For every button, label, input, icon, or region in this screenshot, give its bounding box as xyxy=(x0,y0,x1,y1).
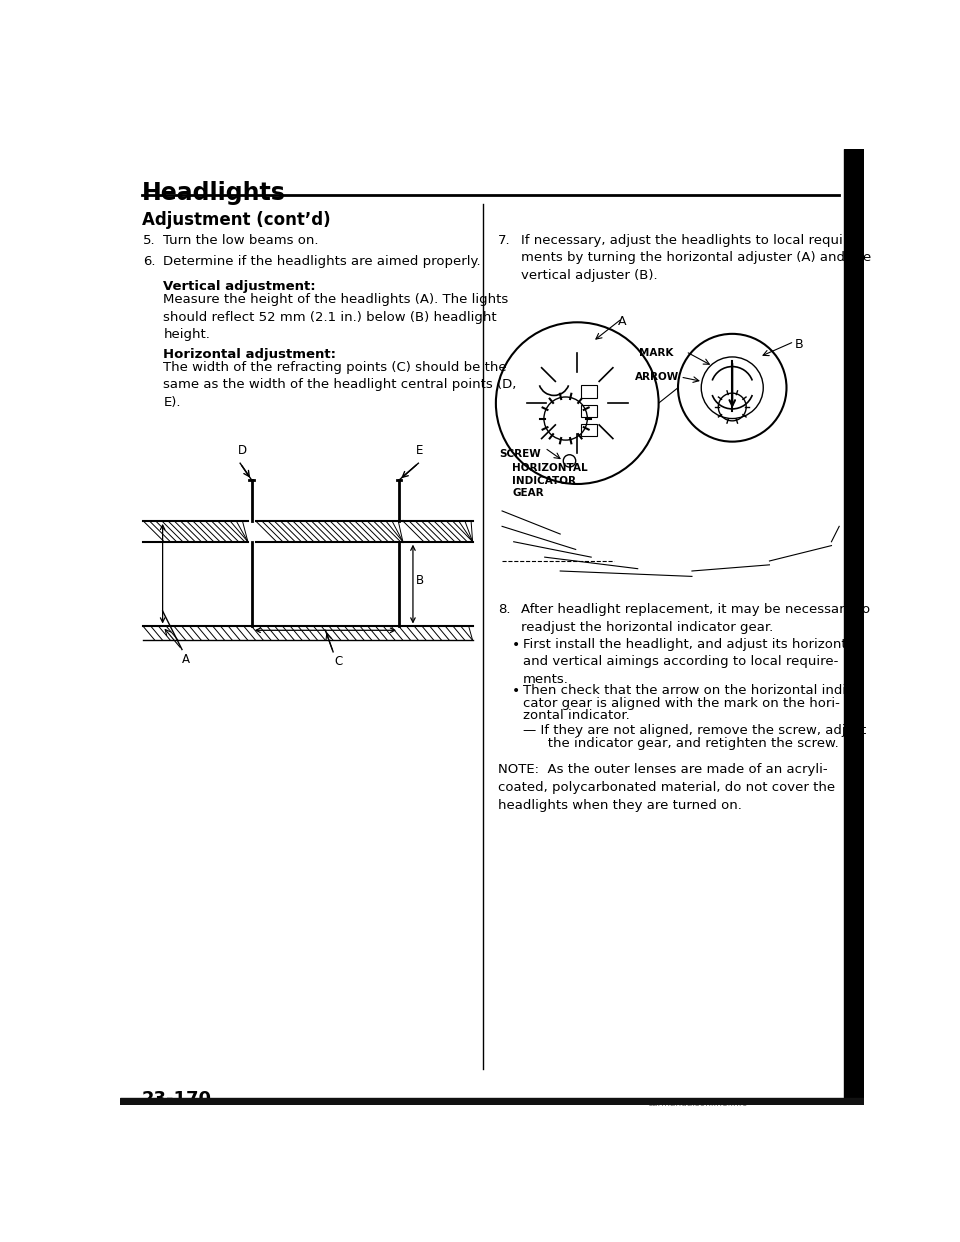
Text: Adjustment (cont’d): Adjustment (cont’d) xyxy=(142,211,330,229)
Text: Turn the low beams on.: Turn the low beams on. xyxy=(163,233,319,247)
Text: After headlight replacement, it may be necessary to
readjust the horizontal indi: After headlight replacement, it may be n… xyxy=(521,604,871,633)
Text: First install the headlight, and adjust its horizontal
and vertical aimings acco: First install the headlight, and adjust … xyxy=(523,638,858,686)
Text: Measure the height of the headlights (A). The lights
should reflect 52 mm (2.1 i: Measure the height of the headlights (A)… xyxy=(163,293,509,342)
Text: ARROW: ARROW xyxy=(636,373,680,383)
Text: — If they are not aligned, remove the screw, adjust: — If they are not aligned, remove the sc… xyxy=(523,724,866,738)
Text: 23-170: 23-170 xyxy=(142,1090,212,1108)
Text: Vertical adjustment:: Vertical adjustment: xyxy=(163,279,316,293)
Text: B: B xyxy=(416,574,424,586)
Text: 7.: 7. xyxy=(498,233,511,247)
Text: Then check that the arrow on the horizontal indi-: Then check that the arrow on the horizon… xyxy=(523,684,851,697)
Text: 8.: 8. xyxy=(498,604,511,616)
Text: Determine if the headlights are aimed properly.: Determine if the headlights are aimed pr… xyxy=(163,256,481,268)
Text: •: • xyxy=(512,638,520,652)
Text: A: A xyxy=(617,314,626,328)
Text: SCREW: SCREW xyxy=(500,450,541,460)
Text: D: D xyxy=(238,445,247,457)
Text: B: B xyxy=(794,338,803,350)
Text: cator gear is aligned with the mark on the hori-: cator gear is aligned with the mark on t… xyxy=(523,697,840,709)
Text: E: E xyxy=(416,445,423,457)
Text: NOTE:  As the outer lenses are made of an acryli-
coated, polycarbonated materia: NOTE: As the outer lenses are made of an… xyxy=(498,764,835,811)
Bar xyxy=(844,149,864,1105)
Text: The width of the refracting points (C) should be the
same as the width of the he: The width of the refracting points (C) s… xyxy=(163,360,516,409)
Text: •: • xyxy=(512,684,520,698)
Bar xyxy=(120,1098,864,1105)
Text: C: C xyxy=(335,655,343,668)
Text: the indicator gear, and retighten the screw.: the indicator gear, and retighten the sc… xyxy=(535,737,838,750)
Text: carmanualsonline.info: carmanualsonline.info xyxy=(647,1099,748,1108)
Text: Horizontal adjustment:: Horizontal adjustment: xyxy=(163,348,336,360)
Text: 5.: 5. xyxy=(143,233,156,247)
Text: Headlights: Headlights xyxy=(142,181,285,205)
Text: zontal indicator.: zontal indicator. xyxy=(523,709,630,722)
Text: A: A xyxy=(182,653,190,667)
Text: 6.: 6. xyxy=(143,256,156,268)
Text: MARK: MARK xyxy=(639,348,674,358)
Text: HORIZONTAL
INDICATOR
GEAR: HORIZONTAL INDICATOR GEAR xyxy=(512,463,588,498)
Text: If necessary, adjust the headlights to local require-
ments by turning the horiz: If necessary, adjust the headlights to l… xyxy=(521,233,872,282)
